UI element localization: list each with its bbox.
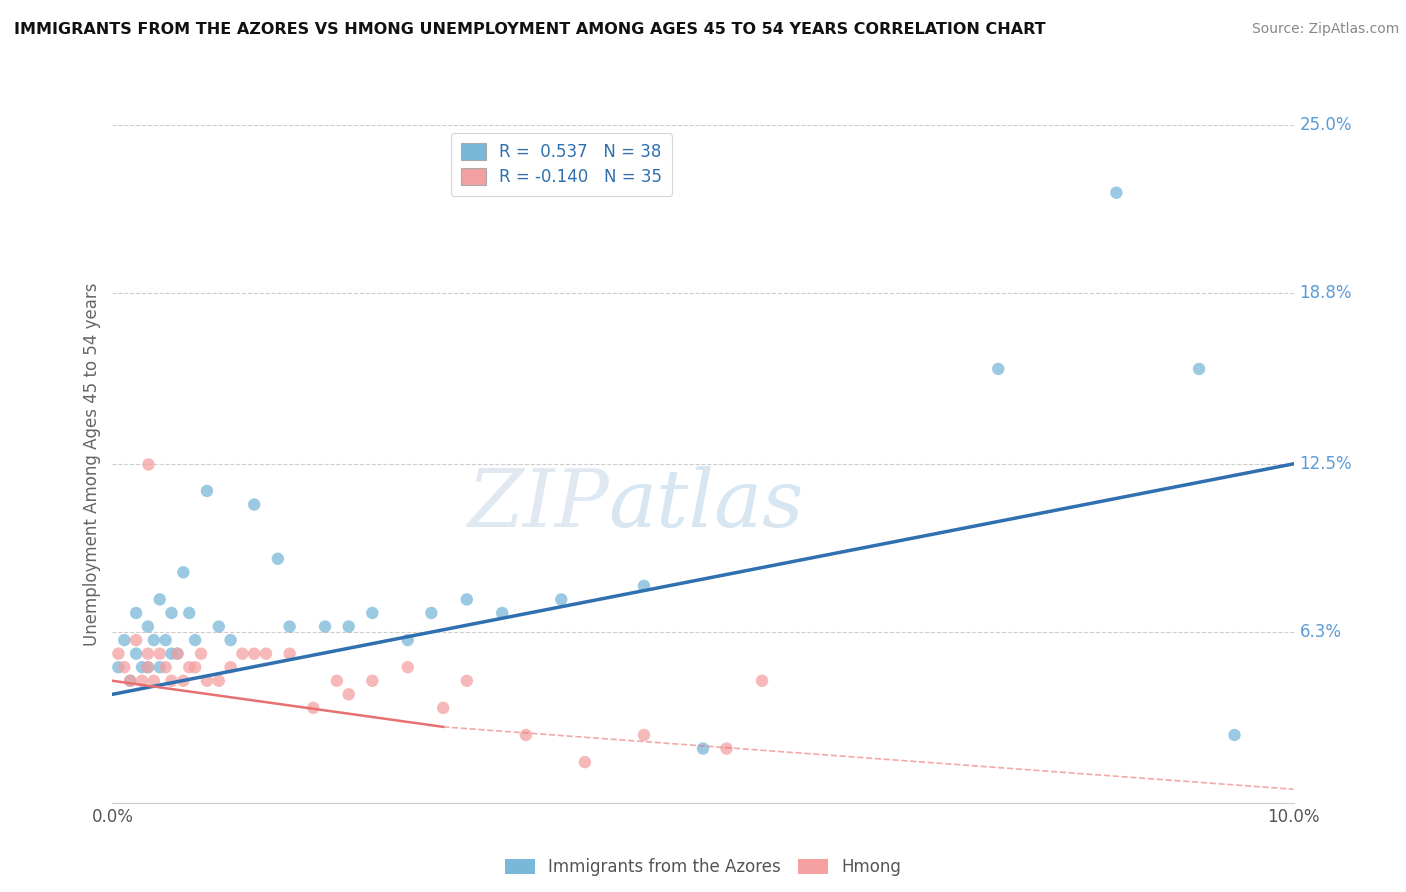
- Point: [142, 633, 165, 648]
- Point: [125, 606, 148, 620]
- Text: 6.3%: 6.3%: [1299, 623, 1341, 641]
- Point: [231, 647, 253, 661]
- Point: [125, 633, 148, 648]
- Point: [243, 498, 266, 512]
- Text: 18.8%: 18.8%: [1299, 284, 1353, 302]
- Point: [243, 647, 266, 661]
- Point: [326, 673, 349, 688]
- Point: [267, 551, 290, 566]
- Point: [1188, 362, 1211, 376]
- Point: [155, 633, 177, 648]
- Point: [179, 660, 201, 674]
- Point: [149, 592, 172, 607]
- Point: [136, 619, 159, 633]
- Point: [107, 647, 129, 661]
- Point: [112, 633, 135, 648]
- Point: [396, 633, 419, 648]
- Point: [751, 673, 773, 688]
- Point: [337, 619, 360, 633]
- Point: [172, 566, 194, 580]
- Point: [219, 633, 242, 648]
- Point: [160, 606, 183, 620]
- Point: [136, 457, 159, 471]
- Point: [208, 673, 231, 688]
- Text: atlas: atlas: [609, 466, 804, 543]
- Point: [716, 741, 738, 756]
- Point: [278, 619, 301, 633]
- Point: [136, 660, 159, 674]
- Point: [550, 592, 572, 607]
- Point: [1105, 186, 1128, 200]
- Text: ZIP: ZIP: [467, 466, 609, 543]
- Point: [254, 647, 277, 661]
- Point: [692, 741, 714, 756]
- Point: [574, 755, 596, 769]
- Point: [149, 647, 172, 661]
- Point: [160, 647, 183, 661]
- Text: Source: ZipAtlas.com: Source: ZipAtlas.com: [1251, 22, 1399, 37]
- Point: [1223, 728, 1246, 742]
- Point: [190, 647, 212, 661]
- Point: [361, 673, 384, 688]
- Point: [456, 592, 478, 607]
- Point: [432, 701, 454, 715]
- Point: [420, 606, 443, 620]
- Point: [337, 687, 360, 701]
- Point: [633, 728, 655, 742]
- Point: [155, 660, 177, 674]
- Point: [160, 673, 183, 688]
- Point: [131, 673, 153, 688]
- Point: [112, 660, 135, 674]
- Point: [179, 606, 201, 620]
- Point: [515, 728, 537, 742]
- Point: [166, 647, 188, 661]
- Point: [195, 483, 218, 498]
- Point: [184, 633, 207, 648]
- Point: [172, 673, 194, 688]
- Point: [361, 606, 384, 620]
- Point: [633, 579, 655, 593]
- Point: [136, 647, 159, 661]
- Point: [302, 701, 325, 715]
- Point: [195, 673, 218, 688]
- Point: [142, 673, 165, 688]
- Y-axis label: Unemployment Among Ages 45 to 54 years: Unemployment Among Ages 45 to 54 years: [83, 282, 101, 646]
- Text: 25.0%: 25.0%: [1299, 116, 1353, 134]
- Point: [120, 673, 142, 688]
- Point: [987, 362, 1010, 376]
- Point: [396, 660, 419, 674]
- Point: [136, 660, 159, 674]
- Text: 12.5%: 12.5%: [1299, 455, 1353, 473]
- Point: [314, 619, 336, 633]
- Point: [184, 660, 207, 674]
- Point: [166, 647, 188, 661]
- Point: [107, 660, 129, 674]
- Point: [278, 647, 301, 661]
- Text: IMMIGRANTS FROM THE AZORES VS HMONG UNEMPLOYMENT AMONG AGES 45 TO 54 YEARS CORRE: IMMIGRANTS FROM THE AZORES VS HMONG UNEM…: [14, 22, 1046, 37]
- Legend: Immigrants from the Azores, Hmong: Immigrants from the Azores, Hmong: [498, 851, 908, 882]
- Point: [219, 660, 242, 674]
- Point: [131, 660, 153, 674]
- Point: [456, 673, 478, 688]
- Point: [120, 673, 142, 688]
- Point: [149, 660, 172, 674]
- Point: [208, 619, 231, 633]
- Point: [125, 647, 148, 661]
- Point: [491, 606, 513, 620]
